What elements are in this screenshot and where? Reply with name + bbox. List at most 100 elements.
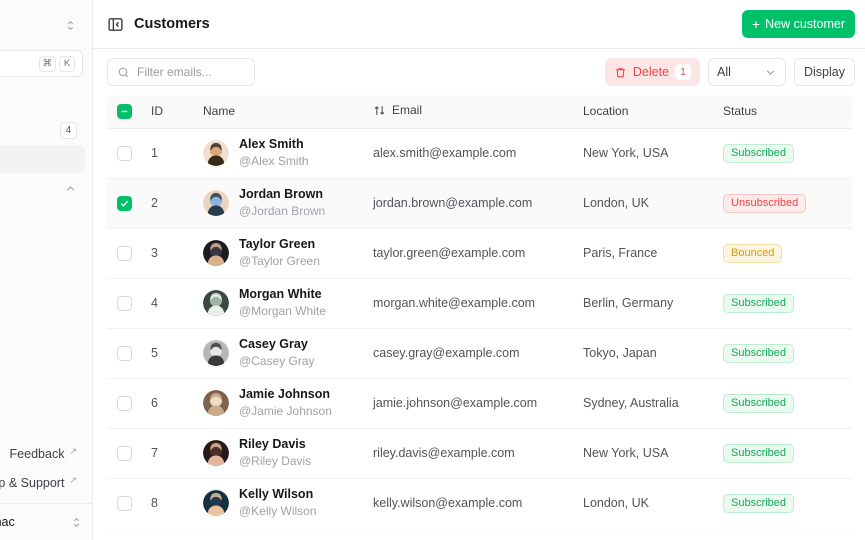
sidebar-item-general[interactable]: General	[0, 203, 85, 230]
check-icon	[120, 200, 129, 207]
display-button[interactable]: Display	[794, 58, 855, 86]
th-email[interactable]: Email	[365, 95, 575, 129]
cell-location: Tokyo, Japan	[575, 328, 715, 379]
cell-email: alex.smith@example.com	[365, 128, 575, 179]
sidebar-item-customers[interactable]: Customers	[0, 145, 85, 173]
sidebar-item-members[interactable]: Members	[0, 231, 85, 258]
minus-icon	[121, 110, 128, 112]
settings-subnav: General Members Notifications Security	[0, 203, 85, 314]
avatar-image	[203, 290, 229, 316]
cell-name: Casey Gray @Casey Gray	[195, 328, 365, 379]
sidebar-item-label: Inbox	[0, 123, 51, 137]
table-header-row: ID Name Email Location Status	[107, 95, 852, 129]
sidebar-search-placeholder: Search...	[0, 57, 32, 71]
cell-checkbox	[107, 128, 143, 179]
customer-handle: @Riley Davis	[239, 454, 312, 469]
cell-checkbox	[107, 378, 143, 429]
row-checkbox[interactable]	[117, 395, 132, 411]
row-checkbox[interactable]	[117, 145, 132, 161]
new-customer-button[interactable]: + New customer	[741, 10, 855, 38]
avatar-image	[203, 340, 229, 366]
th-status[interactable]: Status	[715, 95, 852, 129]
email-sort-control[interactable]: Email	[373, 103, 422, 117]
delete-count-badge: 1	[675, 64, 691, 80]
th-location[interactable]: Location	[575, 95, 715, 129]
customers-table: ID Name Email Location Status 1 Alex Smit…	[107, 95, 852, 529]
kbd-k: K	[59, 55, 75, 72]
cell-name: Taylor Green @Taylor Green	[195, 228, 365, 279]
sidebar-item-settings[interactable]: Settings	[0, 174, 85, 202]
cell-checkbox	[107, 228, 143, 279]
cell-status: Subscribed	[715, 128, 852, 179]
cell-email: jordan.brown@example.com	[365, 178, 575, 229]
avatar	[203, 490, 229, 516]
sidebar-item-security[interactable]: Security	[0, 287, 85, 314]
sidebar-item-feedback[interactable]: Feedback ↗	[0, 440, 85, 468]
avatar-image	[203, 140, 229, 166]
customer-handle: @Kelly Wilson	[239, 504, 317, 519]
table-row[interactable]: 7 Riley Davis @Riley Davis riley.davis@exam…	[107, 428, 852, 479]
cell-email: jamie.johnson@example.com	[365, 378, 575, 429]
table-row[interactable]: 6 Jamie Johnson @Jamie Johnson jamie.johnso…	[107, 378, 852, 429]
sort-arrows-icon	[374, 105, 385, 115]
table-row[interactable]: 1 Alex Smith @Alex Smith alex.smith@example…	[107, 128, 852, 179]
sidebar-user-menu[interactable]: Benjamin Canac	[0, 503, 93, 540]
status-badge: Subscribed	[723, 393, 795, 413]
th-id[interactable]: ID	[143, 95, 195, 129]
sidebar-item-notifications[interactable]: Notifications	[0, 259, 85, 286]
sidebar-item-home[interactable]: Home	[0, 87, 85, 115]
avatar	[203, 140, 229, 166]
row-checkbox[interactable]	[117, 345, 132, 361]
delete-button[interactable]: Delete 1	[604, 58, 700, 86]
customer-name: Jordan Brown	[239, 187, 324, 202]
cell-status: Subscribed	[715, 478, 852, 529]
table-body: 1 Alex Smith @Alex Smith alex.smith@example…	[107, 128, 852, 529]
sidebar-bottom: Feedback ↗ Help & Support ↗	[0, 440, 85, 503]
cell-name: Morgan White @Morgan White	[195, 278, 365, 329]
chevron-up-down-icon	[73, 517, 80, 527]
cell-location: Berlin, Germany	[575, 278, 715, 329]
cell-checkbox	[107, 478, 143, 529]
th-name[interactable]: Name	[195, 95, 365, 129]
status-badge: Bounced	[723, 243, 783, 263]
row-checkbox[interactable]	[117, 295, 132, 311]
cell-email: riley.davis@example.com	[365, 428, 575, 479]
status-badge: Subscribed	[723, 343, 795, 363]
panel-left-close-icon[interactable]	[107, 16, 124, 33]
filter-emails-input[interactable]: Filter emails...	[107, 58, 255, 86]
avatar-image	[203, 240, 229, 266]
customer-name: Morgan White	[239, 287, 322, 302]
row-checkbox[interactable]	[117, 495, 132, 511]
customers-table-container: ID Name Email Location Status 1 Alex Smit…	[93, 95, 865, 540]
sidebar-search-input[interactable]: Search... ⌘ K	[0, 50, 83, 77]
sidebar-nav: Home Inbox 4 Customers Settings Ge	[0, 87, 85, 314]
cell-name: Jordan Brown @Jordan Brown	[195, 178, 365, 229]
chevron-down-icon	[766, 69, 775, 75]
row-checkbox[interactable]	[117, 245, 132, 261]
table-row[interactable]: 2 Jordan Brown @Jordan Brown jordan.brown@e…	[107, 178, 852, 229]
sidebar-item-inbox[interactable]: Inbox 4	[0, 116, 85, 144]
cell-status: Subscribed	[715, 378, 852, 429]
table-toolbar: Filter emails... Delete 1 All Display	[93, 49, 865, 95]
cell-id: 4	[143, 278, 195, 329]
table-row[interactable]: 4 Morgan White @Morgan White morgan.white@e…	[107, 278, 852, 329]
avatar-image	[203, 440, 229, 466]
row-checkbox[interactable]	[117, 445, 132, 461]
team-switcher[interactable]: Nuxt	[0, 4, 85, 46]
status-filter-select[interactable]: All	[708, 58, 786, 86]
sidebar-item-help-support[interactable]: Help & Support ↗	[0, 469, 85, 497]
row-checkbox[interactable]	[117, 195, 132, 211]
status-badge: Subscribed	[723, 493, 795, 513]
sidebar-item-label: Feedback	[9, 447, 65, 461]
select-all-checkbox[interactable]	[117, 103, 132, 119]
cell-name: Kelly Wilson @Kelly Wilson	[195, 478, 365, 529]
table-row[interactable]: 3 Taylor Green @Taylor Green taylor.green@e…	[107, 228, 852, 279]
cell-location: Paris, France	[575, 228, 715, 279]
cell-status: Bounced	[715, 228, 852, 279]
customer-handle: @Jamie Johnson	[239, 404, 332, 419]
status-badge: Subscribed	[723, 293, 795, 313]
table-row[interactable]: 5 Casey Gray @Casey Gray casey.gray@example…	[107, 328, 852, 379]
table-row[interactable]: 8 Kelly Wilson @Kelly Wilson kelly.wilson@e…	[107, 478, 852, 529]
filter-placeholder: Filter emails...	[137, 65, 212, 79]
status-badge: Subscribed	[723, 443, 795, 463]
